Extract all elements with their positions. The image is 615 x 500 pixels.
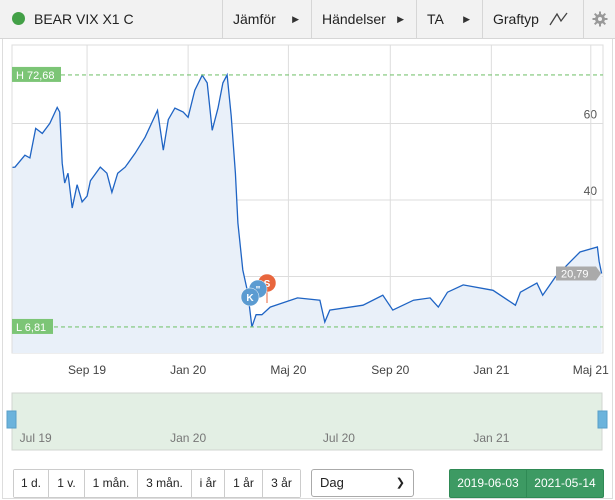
navigator-label: Jul 19 bbox=[20, 431, 52, 445]
ta-menu[interactable]: TA ▶ bbox=[416, 0, 482, 38]
chart-type-menu[interactable]: Graftyp bbox=[482, 0, 583, 38]
caret-right-icon: ▶ bbox=[397, 13, 404, 24]
x-tick-label: Jan 21 bbox=[473, 363, 509, 377]
price-area bbox=[12, 74, 602, 354]
x-tick-label: Sep 20 bbox=[371, 363, 409, 377]
event-marker bbox=[240, 287, 260, 307]
interval-select[interactable]: Dag ❯ bbox=[311, 469, 414, 497]
navigator-label: Jul 20 bbox=[323, 431, 355, 445]
navigator bbox=[11, 392, 603, 451]
low-label-bg bbox=[12, 318, 53, 334]
event-marker-label: " bbox=[256, 285, 261, 296]
range-3m-button[interactable]: 3 mån. bbox=[138, 470, 192, 497]
navigator-label: Jan 21 bbox=[473, 431, 509, 445]
range-buttons: 1 d. 1 v. 1 mån. 3 mån. i år 1 år 3 år bbox=[13, 469, 301, 498]
compare-label: Jämför bbox=[233, 11, 276, 27]
last-price-tag bbox=[556, 266, 601, 281]
chart-header: BEAR VIX X1 C Jämför ▶ Händelser ▶ TA ▶ Gra… bbox=[0, 0, 615, 39]
high-label: H 72,68 bbox=[16, 70, 55, 82]
price-line bbox=[12, 72, 603, 328]
event-marker-label: S bbox=[264, 279, 271, 290]
line-chart-icon bbox=[549, 12, 568, 26]
date-range: 2019-06-03 2021-05-14 bbox=[449, 469, 604, 498]
status-dot-icon bbox=[12, 12, 25, 25]
range-ytd-button[interactable]: i år bbox=[192, 470, 225, 497]
range-3y-button[interactable]: 3 år bbox=[263, 470, 300, 497]
x-tick-label: Maj 21 bbox=[573, 363, 609, 377]
range-1d-button[interactable]: 1 d. bbox=[14, 470, 49, 497]
range-1m-button[interactable]: 1 mån. bbox=[85, 470, 138, 497]
events-label: Händelser bbox=[322, 11, 386, 27]
date-from-button[interactable]: 2019-06-03 bbox=[450, 470, 527, 497]
chart-type-label: Graftyp bbox=[493, 11, 539, 27]
x-tick-label: Jan 20 bbox=[170, 363, 206, 377]
high-label-bg bbox=[12, 66, 61, 82]
navigator-handle[interactable] bbox=[6, 410, 17, 429]
navigator-label: Jan 20 bbox=[170, 431, 206, 445]
low-label: L 6,81 bbox=[16, 322, 46, 334]
x-tick-label: Maj 20 bbox=[270, 363, 306, 377]
range-1w-button[interactable]: 1 v. bbox=[49, 470, 85, 497]
x-tick-label: Sep 19 bbox=[68, 363, 106, 377]
instrument-title: BEAR VIX X1 C bbox=[34, 11, 134, 27]
events-menu[interactable]: Händelser ▶ bbox=[311, 0, 416, 38]
settings-button[interactable] bbox=[583, 0, 615, 38]
last-price-label: 20,79 bbox=[561, 268, 589, 280]
caret-right-icon: ▶ bbox=[463, 13, 470, 24]
range-1y-button[interactable]: 1 år bbox=[225, 470, 263, 497]
chevron-down-icon: ❯ bbox=[395, 477, 405, 489]
caret-right-icon: ▶ bbox=[292, 13, 299, 24]
event-marker-label: K bbox=[246, 293, 254, 304]
gear-icon bbox=[592, 11, 608, 27]
interval-value: Dag bbox=[320, 475, 344, 490]
date-to-button[interactable]: 2021-05-14 bbox=[534, 476, 596, 490]
compare-menu[interactable]: Jämför ▶ bbox=[222, 0, 311, 38]
ta-label: TA bbox=[427, 11, 444, 27]
navigator-handle[interactable] bbox=[597, 410, 608, 429]
